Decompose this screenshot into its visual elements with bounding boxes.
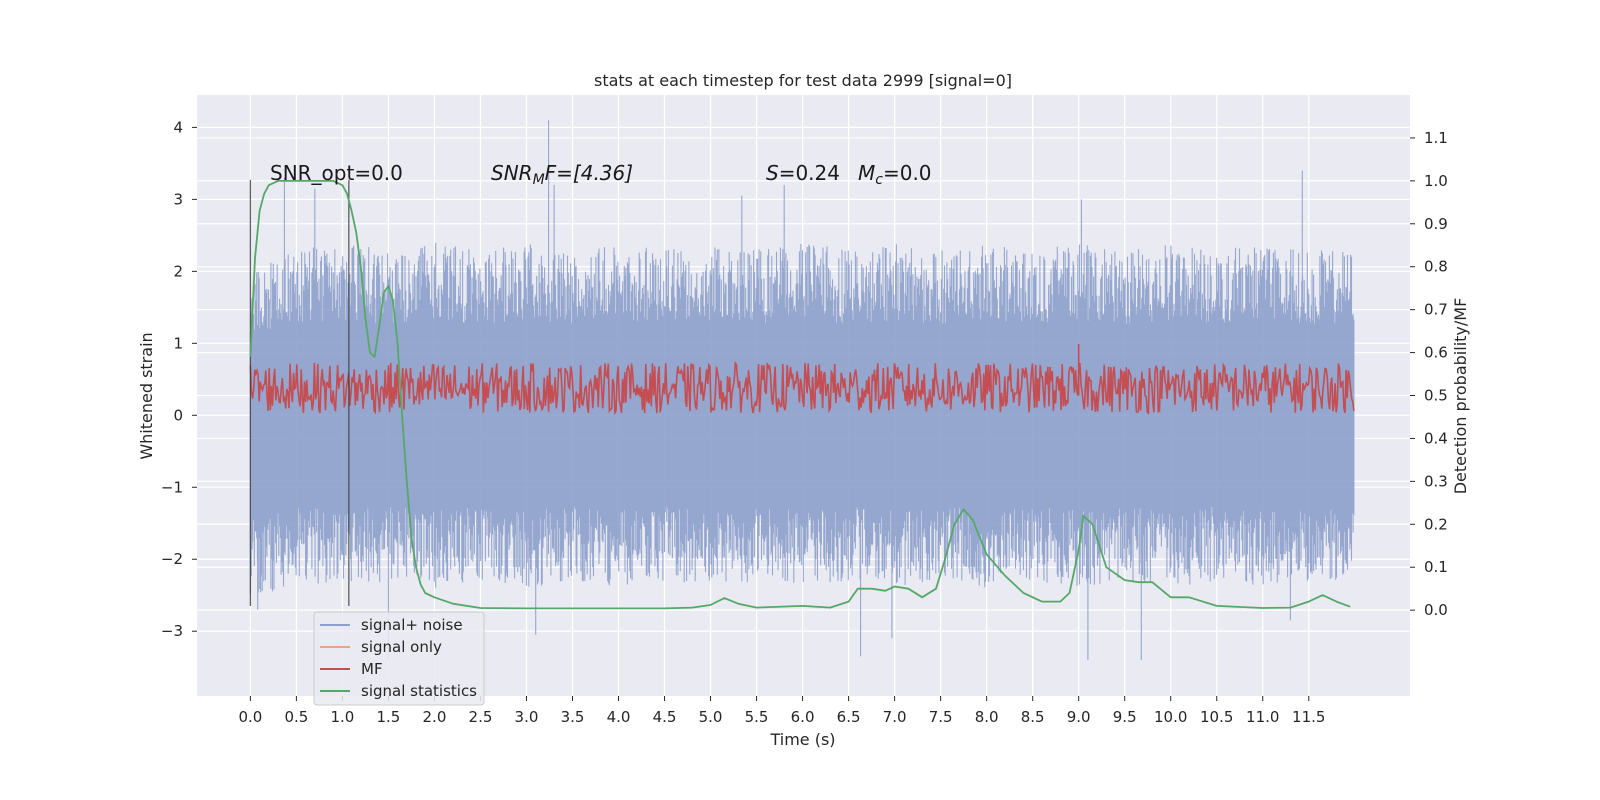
right-y-tick-label: 0.7 [1424,301,1448,319]
x-tick-label: 1.0 [330,708,354,726]
x-tick-label: 0.5 [284,708,308,726]
x-tick-label: 2.5 [469,708,493,726]
left-y-tick-label: 1 [173,334,183,352]
s-rest: =0.24 [779,161,840,185]
x-tick-label: 9.5 [1113,708,1137,726]
mc-rest: =0.0 [883,161,932,185]
left-y-axis-ticks: 4 3 2 1 0 −1 −2 −3 [161,118,197,640]
x-tick-label: 8.0 [975,708,999,726]
right-y-tick-label: 0.4 [1424,429,1448,447]
right-y-tick-label: 0.5 [1424,387,1448,405]
left-y-tick-label: 0 [173,406,183,424]
x-tick-label: 9.0 [1067,708,1091,726]
mc-annotation: Mc=0.0 [858,161,932,188]
left-y-axis-label: Whitened strain [137,332,156,459]
left-y-tick-label: −1 [161,478,183,496]
x-tick-label: 4.0 [607,708,631,726]
x-tick-label: 3.0 [515,708,539,726]
snr-mf-sub: M [533,172,545,188]
right-y-tick-label: 0.8 [1424,258,1448,276]
x-tick-label: 1.5 [376,708,400,726]
x-tick-label: 11.5 [1292,708,1325,726]
legend-label-signal-noise: signal+ noise [361,616,463,634]
x-axis-ticks: 0.0 0.5 1.0 1.5 2.0 2.5 3.0 3.5 4.0 4.5 5.0 5.5 6.0 6… [238,696,1325,726]
right-y-tick-label: 0.9 [1424,215,1448,233]
right-y-tick-label: 0.0 [1424,601,1448,619]
x-tick-label: 2.0 [423,708,447,726]
left-y-tick-label: −2 [161,550,183,568]
left-y-tick-label: 3 [173,190,183,208]
s-annotation: S=0.24 [766,161,840,185]
x-tick-label: 7.5 [929,708,953,726]
right-y-axis-ticks: 1.1 1.0 0.9 0.8 0.7 0.6 0.5 0.4 0.3 0.2 0.1 0.0 [1410,129,1448,619]
legend: signal+ noise signal only MF signal stat… [313,611,485,706]
x-tick-label: 10.5 [1200,708,1233,726]
x-tick-label: 6.5 [837,708,861,726]
mf-trace [249,360,1355,416]
right-y-tick-label: 1.1 [1424,129,1448,147]
x-tick-label: 5.0 [699,708,723,726]
mf-series [249,343,1355,416]
legend-label-signal-statistics: signal statistics [361,682,477,700]
x-tick-label: 5.5 [745,708,769,726]
left-y-tick-label: 4 [173,118,183,136]
right-y-tick-label: 1.0 [1424,172,1448,190]
left-y-tick-label: −3 [161,622,183,640]
legend-label-signal-only: signal only [361,638,442,656]
legend-label-mf: MF [361,660,383,678]
right-y-tick-label: 0.3 [1424,472,1448,490]
legend-box [313,611,485,706]
x-tick-label: 0.0 [238,708,262,726]
x-axis-label: Time (s) [769,730,835,749]
snr-mf-annotation: SNRMF=[4.36] [491,161,633,188]
x-tick-label: 10.0 [1154,708,1187,726]
snr-mf-base: SNR [491,161,533,185]
right-y-tick-label: 0.6 [1424,344,1448,362]
x-tick-label: 8.5 [1021,708,1045,726]
mc-sub: c [875,172,883,188]
right-y-axis-label: Detection probability/MF [1451,298,1470,495]
right-y-tick-label: 0.1 [1424,558,1448,576]
x-tick-label: 7.0 [883,708,907,726]
signal-statistics-trace [249,180,1351,610]
x-tick-label: 4.5 [653,708,677,726]
left-y-tick-label: 2 [173,262,183,280]
right-y-tick-label: 0.2 [1424,515,1448,533]
s-base: S [766,161,779,185]
mc-base: M [858,161,875,185]
x-tick-label: 6.0 [791,708,815,726]
chart-title: stats at each timestep for test data 299… [594,71,1012,90]
snr-mf-rest: F=[4.36] [545,161,633,185]
snr-opt-annotation: SNR_opt=0.0 [270,161,403,185]
vertical-markers [249,179,350,607]
x-tick-label: 11.0 [1246,708,1279,726]
signal-statistics-series [249,180,1351,610]
x-tick-label: 3.5 [561,708,585,726]
